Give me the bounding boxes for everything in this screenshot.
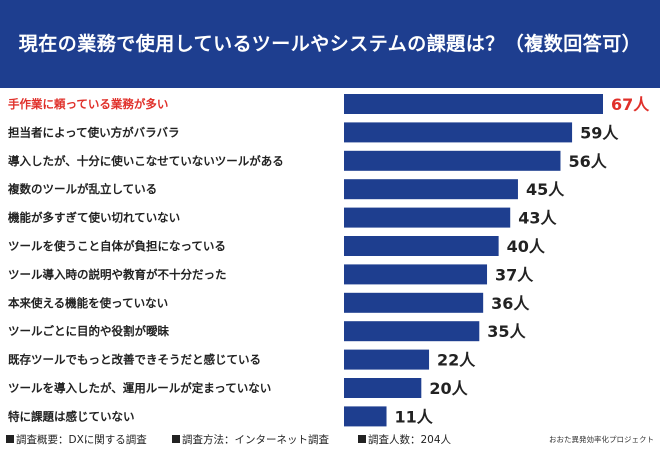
- survey-method-note: 調査方法：インターネット調査: [172, 432, 329, 447]
- bar: [344, 207, 511, 228]
- category-label: 手作業に頼っている業務が多い: [8, 97, 168, 111]
- bar: [344, 122, 573, 143]
- category-label: 特に課題は感じていない: [8, 409, 135, 423]
- bar: [344, 94, 603, 114]
- value-label: 37人: [495, 265, 534, 284]
- survey-footer: 調査概要：DXに関する調査 調査方法：インターネット調査 調査人数：204人 お…: [6, 432, 654, 448]
- value-label: 36人: [491, 294, 530, 313]
- value-label: 45人: [526, 180, 565, 199]
- category-label: 導入したが、十分に使いこなせていないツールがある: [8, 154, 284, 168]
- respondents-text: 調査人数：204人: [368, 434, 452, 446]
- value-label: 56人: [568, 152, 607, 171]
- chart-title: 現在の業務で使用しているツールやシステムの課題は？（複数回答可）: [18, 33, 642, 55]
- value-label: 43人: [518, 209, 557, 228]
- value-label: 11人: [395, 407, 434, 426]
- bar: [344, 236, 499, 256]
- category-label: ツール導入時の説明や教育が不十分だった: [8, 267, 227, 281]
- respondents-note: 調査人数：204人: [358, 432, 451, 447]
- title-banner: 現在の業務で使用しているツールやシステムの課題は？（複数回答可）: [0, 0, 660, 88]
- value-label: 22人: [437, 351, 476, 370]
- bar: [344, 179, 518, 200]
- square-bullet-icon: [6, 435, 14, 443]
- category-label: 既存ツールでもっと改善できそうだと感じている: [8, 353, 261, 367]
- value-label: 35人: [487, 322, 526, 341]
- category-label: ツールごとに目的や役割が曖昧: [8, 324, 169, 338]
- bar: [344, 292, 484, 313]
- category-label: 複数のツールが乱立している: [7, 182, 157, 196]
- bar: [344, 150, 561, 171]
- project-credit: おおた異発効率化プロジェクト: [549, 435, 654, 444]
- survey-overview-text: 調査概要：DXに関する調査: [16, 434, 147, 446]
- bar: [344, 321, 480, 342]
- square-bullet-icon: [358, 435, 366, 443]
- bar: [344, 349, 430, 370]
- square-bullet-icon: [172, 435, 180, 443]
- category-label: ツールを使うこと自体が負担になっている: [8, 239, 226, 253]
- bar: [344, 406, 387, 427]
- category-label: 機能が多すぎて使い切れていない: [8, 211, 180, 225]
- value-label: 59人: [580, 123, 619, 142]
- value-label: 20人: [429, 379, 468, 398]
- survey-method-text: 調査方法：インターネット調査: [182, 434, 329, 446]
- category-label: 本来使える機能を使っていない: [8, 296, 168, 310]
- value-label: 40人: [507, 237, 546, 256]
- bar: [344, 264, 488, 285]
- category-label: ツールを導入したが、運用ルールが定まっていない: [8, 381, 271, 395]
- category-label: 担当者によって使い方がバラバラ: [8, 125, 179, 139]
- value-label: 67人: [611, 95, 650, 114]
- bar: [344, 378, 422, 398]
- survey-overview-note: 調査概要：DXに関する調査: [6, 432, 147, 447]
